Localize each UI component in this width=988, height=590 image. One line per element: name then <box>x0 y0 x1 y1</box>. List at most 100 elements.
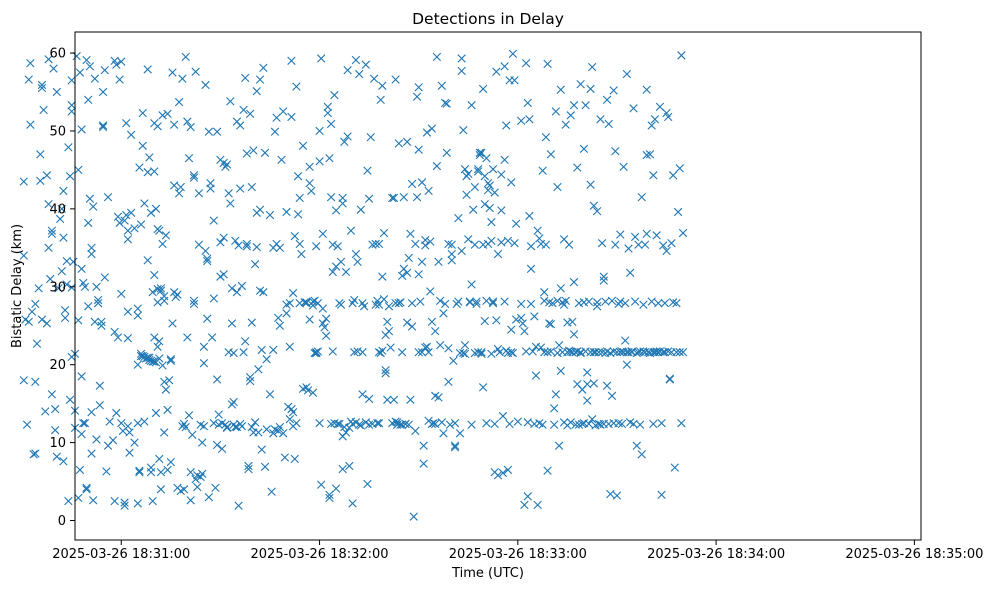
data-point <box>41 407 50 416</box>
data-point <box>533 500 542 510</box>
data-point <box>260 148 270 157</box>
data-point <box>166 356 176 365</box>
data-point <box>404 253 413 263</box>
data-point <box>158 239 167 249</box>
data-point <box>447 256 456 265</box>
data-point <box>212 440 222 450</box>
data-point <box>255 75 265 84</box>
data-point <box>186 122 195 132</box>
data-point <box>87 408 96 417</box>
data-point <box>490 419 499 429</box>
data-point <box>475 148 485 157</box>
data-point <box>84 218 93 228</box>
data-point <box>242 242 252 251</box>
data-point <box>338 193 347 203</box>
data-point <box>188 430 197 440</box>
data-point <box>60 313 70 323</box>
data-point <box>546 347 556 356</box>
data-point <box>280 453 290 462</box>
data-point <box>85 194 95 203</box>
data-point <box>77 125 86 134</box>
data-point <box>584 297 594 306</box>
x-axis-ticks: 2025-03-26 18:31:00 2025-03-26 18:32:00 20… <box>52 540 983 562</box>
data-point <box>44 243 53 253</box>
data-point <box>179 485 189 494</box>
data-point <box>151 204 161 214</box>
data-point <box>417 257 427 267</box>
data-point <box>42 319 52 328</box>
data-point <box>450 418 460 428</box>
data-point <box>163 465 172 475</box>
data-point <box>503 236 513 245</box>
data-point <box>275 321 285 330</box>
data-point <box>160 296 169 305</box>
data-point <box>44 200 53 209</box>
data-point <box>300 298 309 307</box>
data-point <box>194 240 204 249</box>
data-point <box>485 181 494 190</box>
data-point <box>117 57 126 66</box>
data-point <box>328 240 337 249</box>
data-point <box>520 327 529 336</box>
data-point <box>135 466 144 475</box>
data-point <box>507 348 516 357</box>
data-point <box>642 229 651 238</box>
data-point <box>493 471 503 480</box>
data-point <box>548 298 557 308</box>
data-point <box>59 233 68 242</box>
data-point <box>67 283 76 292</box>
data-point <box>523 418 532 427</box>
data-point <box>161 385 171 394</box>
data-point <box>36 176 45 186</box>
data-point <box>490 188 499 197</box>
data-point <box>181 422 190 432</box>
data-point <box>629 104 638 113</box>
data-point <box>351 249 361 259</box>
data-point <box>331 484 341 493</box>
data-point <box>407 179 417 189</box>
data-point <box>236 121 245 130</box>
data-point <box>543 466 552 475</box>
data-point <box>459 348 468 358</box>
data-point <box>237 281 247 291</box>
data-point <box>60 305 70 315</box>
data-point <box>444 239 453 249</box>
y-axis-ticks: 0 10 20 30 40 50 60 <box>49 47 75 529</box>
data-point <box>379 295 389 304</box>
data-point <box>462 190 471 200</box>
data-point <box>318 304 328 313</box>
data-point <box>673 207 683 217</box>
data-point <box>647 121 656 130</box>
data-point <box>432 161 442 171</box>
data-point <box>520 500 529 510</box>
data-point <box>561 296 570 305</box>
data-point <box>561 120 570 129</box>
data-point <box>82 55 91 65</box>
data-point <box>320 323 329 332</box>
data-point <box>325 154 334 163</box>
data-point <box>252 87 261 96</box>
data-point <box>457 246 466 256</box>
data-point <box>604 119 613 129</box>
data-point <box>404 420 413 429</box>
data-point <box>156 286 166 295</box>
data-point <box>378 81 387 90</box>
data-point <box>540 288 549 297</box>
data-point <box>126 130 136 140</box>
data-point <box>460 164 470 174</box>
data-point <box>292 418 301 428</box>
data-point <box>191 67 200 76</box>
data-point <box>249 146 258 155</box>
data-point <box>583 396 592 405</box>
data-point <box>120 501 129 510</box>
data-point <box>602 381 612 390</box>
data-point <box>642 85 651 94</box>
data-point <box>100 65 109 75</box>
data-point <box>434 257 443 267</box>
data-point <box>312 348 321 357</box>
data-point <box>42 171 52 180</box>
data-point <box>521 347 531 356</box>
data-point <box>637 192 646 202</box>
data-point <box>115 218 124 228</box>
data-point <box>150 357 159 366</box>
